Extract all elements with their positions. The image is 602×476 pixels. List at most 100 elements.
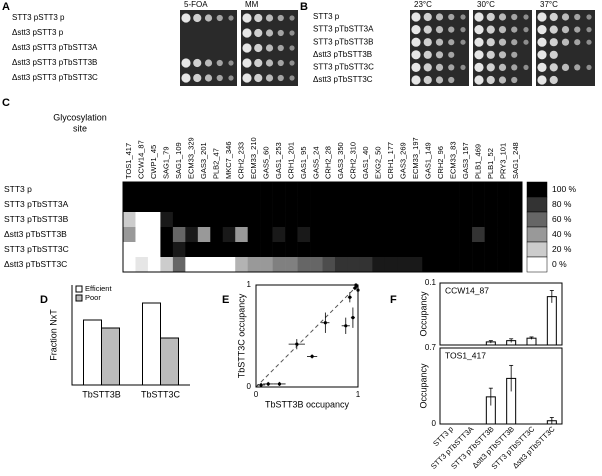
colony-spot	[435, 76, 444, 84]
heat-cell	[135, 242, 149, 258]
heat-cell	[260, 257, 273, 273]
heat-cell	[272, 242, 286, 258]
colony-spot	[193, 58, 202, 68]
heat-cell	[210, 242, 224, 258]
heat-cell	[285, 257, 298, 273]
heat-cell	[422, 242, 436, 258]
colony-spot	[242, 43, 252, 53]
column-label: CRH2_310	[349, 142, 358, 179]
x-tick-label: TbSTT3C	[141, 389, 181, 399]
heat-cell	[422, 182, 436, 198]
heat-cell	[272, 257, 286, 273]
heat-cell	[222, 227, 236, 243]
heat-cell	[397, 257, 411, 273]
colony-spot	[204, 74, 213, 82]
row-label: STT3 pTbSTT3C	[313, 63, 374, 72]
colony-spot	[289, 75, 295, 81]
plate-label: 23°C	[414, 0, 432, 9]
y-axis-title: Occupancy	[418, 363, 428, 409]
heat-cell	[272, 182, 286, 198]
colony-spot	[242, 13, 252, 23]
heat-cell	[497, 242, 510, 258]
row-label: STT3 pTbSTT3C	[4, 244, 69, 254]
colony-spot	[474, 50, 484, 60]
heat-cell	[260, 227, 273, 243]
colony-spot	[228, 15, 234, 21]
heat-cell	[422, 227, 436, 243]
colony-spot	[181, 73, 191, 83]
heat-cell	[272, 197, 286, 213]
heat-cell	[260, 197, 273, 213]
colony-spot	[423, 75, 432, 85]
column-label: GAS1_253	[274, 142, 283, 179]
colony-spot	[289, 15, 295, 21]
heat-cell	[185, 212, 199, 228]
heat-cell	[372, 227, 386, 243]
colorbar-label: 60 %	[552, 214, 572, 224]
bar	[546, 296, 557, 346]
column-label: SAG1_79	[162, 146, 171, 179]
heat-cell	[247, 182, 261, 198]
plate-label: 5-FOA	[184, 0, 208, 9]
colony-spot	[435, 51, 444, 59]
legend-swatch	[75, 294, 83, 302]
colony-spot	[474, 25, 484, 35]
plate-label: MM	[245, 0, 259, 9]
heat-cell	[347, 212, 361, 228]
heat-cell	[434, 227, 448, 243]
heat-cell	[422, 197, 436, 213]
heat-cell	[397, 227, 411, 243]
heat-cell	[409, 227, 423, 243]
colony-spot	[265, 59, 274, 67]
row-label: Δstt3 pSTT3 pTbSTT3C	[12, 73, 98, 82]
diagonal	[255, 284, 359, 388]
colony-spot	[411, 50, 421, 60]
colony-spot	[204, 59, 213, 67]
colony-spot	[216, 74, 223, 82]
heat-cell	[509, 257, 523, 273]
heat-cell	[172, 182, 186, 198]
heat-cell	[160, 242, 174, 258]
heat-cell	[459, 227, 473, 243]
colony-spot	[423, 50, 432, 59]
heat-cell	[247, 242, 261, 258]
colony-spot	[537, 62, 547, 72]
colony-spot	[486, 25, 495, 34]
column-label: GAS3_201	[199, 142, 208, 179]
heat-cell	[359, 182, 373, 198]
heat-cell	[297, 242, 311, 258]
heat-cell	[135, 227, 149, 243]
heat-cell	[459, 182, 473, 198]
heat-cell	[197, 212, 211, 228]
heat-cell	[334, 197, 348, 213]
colony-spot	[511, 13, 518, 21]
heat-cell	[372, 197, 386, 213]
x-tick-label: TbSTT3B	[82, 389, 121, 399]
colony-spot	[474, 37, 484, 47]
panel-label: F	[390, 294, 397, 306]
colony-spot	[423, 12, 432, 22]
colony-spot	[193, 73, 202, 83]
heat-cell	[447, 182, 460, 198]
colony-spot	[486, 50, 495, 59]
heat-cell	[210, 257, 224, 273]
heat-cell	[472, 212, 485, 228]
point	[295, 342, 299, 346]
heat-cell	[409, 182, 423, 198]
colony-spot	[549, 63, 558, 72]
colony-spot	[561, 26, 570, 34]
row-label: STT3 pTbSTT3B	[4, 214, 69, 224]
heat-cell	[447, 212, 460, 228]
plate-label: 37°C	[540, 0, 558, 9]
x-tick-label: 1	[356, 390, 361, 399]
row-label: Δstt3 pTbSTT3B	[4, 229, 67, 239]
heat-cell	[409, 197, 423, 213]
column-label: CRH2_233	[236, 142, 245, 179]
point	[344, 324, 348, 328]
heat-cell	[347, 182, 361, 198]
colony-spot	[242, 28, 252, 38]
heat-cell	[447, 227, 460, 243]
heat-cell	[372, 212, 386, 228]
row-label: STT3 pTbSTT3A	[313, 25, 374, 34]
heat-cell	[409, 257, 423, 273]
